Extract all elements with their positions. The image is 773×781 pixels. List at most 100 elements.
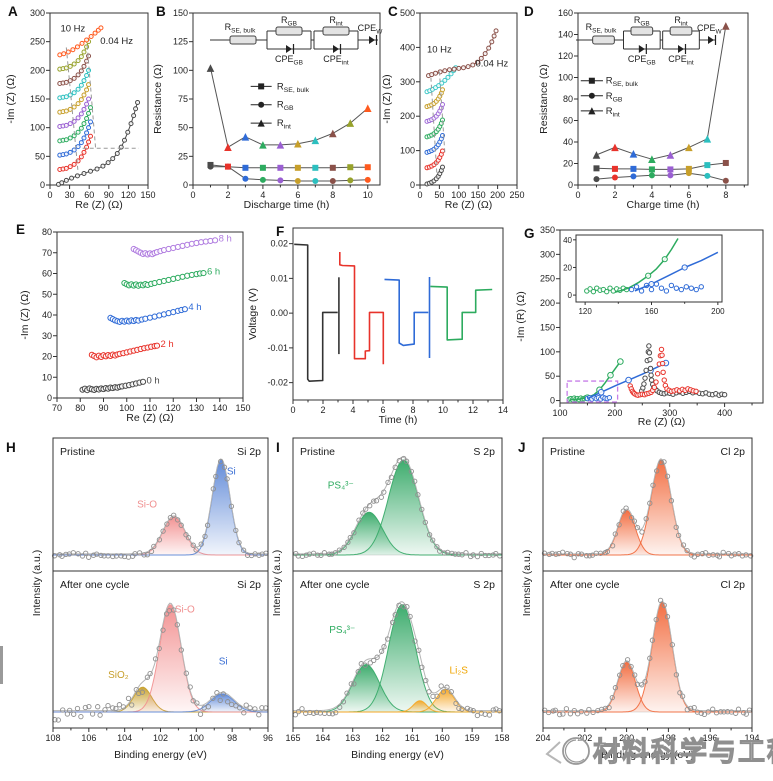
svg-text:108: 108 [45, 733, 60, 743]
svg-text:100: 100 [400, 146, 415, 156]
svg-text:125: 125 [173, 37, 188, 47]
svg-text:60: 60 [84, 190, 94, 200]
svg-text:Intensity (a.u.): Intensity (a.u.) [31, 550, 43, 617]
svg-text:Re (Z) (Ω): Re (Z) (Ω) [638, 416, 686, 428]
svg-text:70: 70 [42, 248, 52, 258]
svg-text:300: 300 [540, 249, 555, 259]
svg-text:Si-O: Si-O [137, 500, 157, 511]
svg-text:20: 20 [42, 352, 52, 362]
svg-text:198: 198 [661, 733, 676, 743]
svg-text:0: 0 [417, 190, 422, 200]
panel-letter-j: J [518, 440, 526, 455]
svg-text:0 h: 0 h [147, 375, 160, 386]
svg-text:159: 159 [465, 733, 480, 743]
svg-text:10 Hz: 10 Hz [427, 45, 452, 56]
svg-text:4: 4 [260, 190, 265, 200]
svg-text:100: 100 [189, 733, 204, 743]
svg-text:Binding energy (eV): Binding energy (eV) [114, 749, 207, 761]
svg-text:PS₄³⁻: PS₄³⁻ [329, 625, 355, 636]
svg-text:0: 0 [410, 180, 415, 190]
svg-text:250: 250 [540, 274, 555, 284]
svg-text:10: 10 [438, 405, 448, 415]
svg-text:RGB: RGB [634, 15, 650, 28]
svg-text:CPEint: CPEint [668, 54, 694, 67]
svg-text:90: 90 [104, 190, 114, 200]
svg-text:40: 40 [42, 310, 52, 320]
panel-a: 0 30 60 90 120 150 0 50 100 150 200 250 300 10 Hz 0.04… [5, 8, 156, 211]
svg-text:162: 162 [375, 733, 390, 743]
svg-text:4 h: 4 h [188, 302, 201, 313]
svg-text:After one cycle: After one cycle [60, 579, 130, 591]
svg-text:Binding energy (eV): Binding energy (eV) [601, 749, 694, 761]
panel-letter-i: I [276, 440, 280, 455]
svg-text:300: 300 [662, 408, 677, 418]
svg-text:120: 120 [558, 51, 573, 61]
svg-text:0.02: 0.02 [270, 239, 288, 249]
svg-text:0: 0 [183, 180, 188, 190]
svg-text:30: 30 [65, 190, 75, 200]
svg-text:10: 10 [42, 372, 52, 382]
svg-text:80: 80 [42, 227, 52, 237]
svg-text:Cl 2p: Cl 2p [720, 446, 745, 458]
svg-text:RGB: RGB [606, 91, 623, 104]
svg-text:0: 0 [550, 396, 555, 406]
svg-text:0: 0 [568, 291, 573, 300]
svg-text:158: 158 [494, 733, 509, 743]
svg-text:6: 6 [686, 190, 691, 200]
svg-text:20: 20 [563, 159, 573, 169]
svg-text:RSE, bulk: RSE, bulk [225, 22, 256, 35]
svg-text:14: 14 [498, 405, 508, 415]
svg-text:100: 100 [558, 73, 573, 83]
svg-text:-Im (Z) (Ω): -Im (Z) (Ω) [5, 74, 17, 123]
svg-text:100: 100 [119, 403, 134, 413]
svg-text:50: 50 [545, 371, 555, 381]
svg-text:161: 161 [405, 733, 420, 743]
svg-text:100: 100 [30, 123, 45, 133]
svg-text:Re (Z) (Ω): Re (Z) (Ω) [126, 412, 174, 424]
svg-text:0: 0 [47, 190, 52, 200]
svg-text:Si-O: Si-O [175, 605, 195, 616]
svg-text:60: 60 [42, 269, 52, 279]
svg-text:98: 98 [227, 733, 237, 743]
svg-text:50: 50 [178, 123, 188, 133]
svg-text:106: 106 [81, 733, 96, 743]
svg-text:2: 2 [320, 405, 325, 415]
svg-text:400: 400 [400, 42, 415, 52]
svg-text:300: 300 [30, 8, 45, 18]
svg-text:200: 200 [490, 190, 505, 200]
svg-text:30: 30 [42, 331, 52, 341]
svg-text:Re (Z) (Ω): Re (Z) (Ω) [445, 199, 493, 211]
panel-c: 0 50 100 150 200 250 0 100 200 300 400 500 10 Hz 0.04… [381, 8, 525, 211]
svg-text:Si: Si [219, 657, 228, 668]
svg-text:Pristine: Pristine [60, 446, 95, 458]
svg-text:Rint: Rint [674, 15, 688, 28]
svg-text:-Im (Z) (Ω): -Im (Z) (Ω) [19, 290, 31, 339]
svg-text:RSE, bulk: RSE, bulk [277, 81, 310, 94]
svg-text:0: 0 [47, 393, 52, 403]
svg-text:CPEGB: CPEGB [275, 54, 303, 67]
svg-text:Discharge time (h): Discharge time (h) [244, 199, 330, 211]
panel-letter-c: C [388, 4, 398, 19]
svg-text:2 h: 2 h [160, 339, 173, 350]
panel-letter-h: H [6, 440, 16, 455]
svg-text:140: 140 [212, 403, 227, 413]
svg-text:250: 250 [509, 190, 524, 200]
panel-letter-e: E [16, 222, 26, 237]
svg-text:Resistance (Ω): Resistance (Ω) [538, 64, 550, 134]
svg-text:200: 200 [711, 307, 725, 316]
svg-text:CPEW: CPEW [358, 23, 384, 36]
svg-text:12: 12 [468, 405, 478, 415]
svg-text:4: 4 [350, 405, 355, 415]
svg-text:40: 40 [563, 236, 572, 245]
svg-text:8: 8 [723, 190, 728, 200]
svg-text:80: 80 [75, 403, 85, 413]
svg-text:Re (Z) (Ω): Re (Z) (Ω) [75, 199, 123, 211]
svg-text:500: 500 [400, 8, 415, 18]
svg-text:S 2p: S 2p [473, 579, 495, 591]
svg-text:Li₂S: Li₂S [450, 666, 469, 677]
svg-text:After one cycle: After one cycle [300, 579, 370, 591]
svg-text:50: 50 [35, 151, 45, 161]
svg-text:-Im (Z) (Ω): -Im (Z) (Ω) [381, 74, 393, 123]
